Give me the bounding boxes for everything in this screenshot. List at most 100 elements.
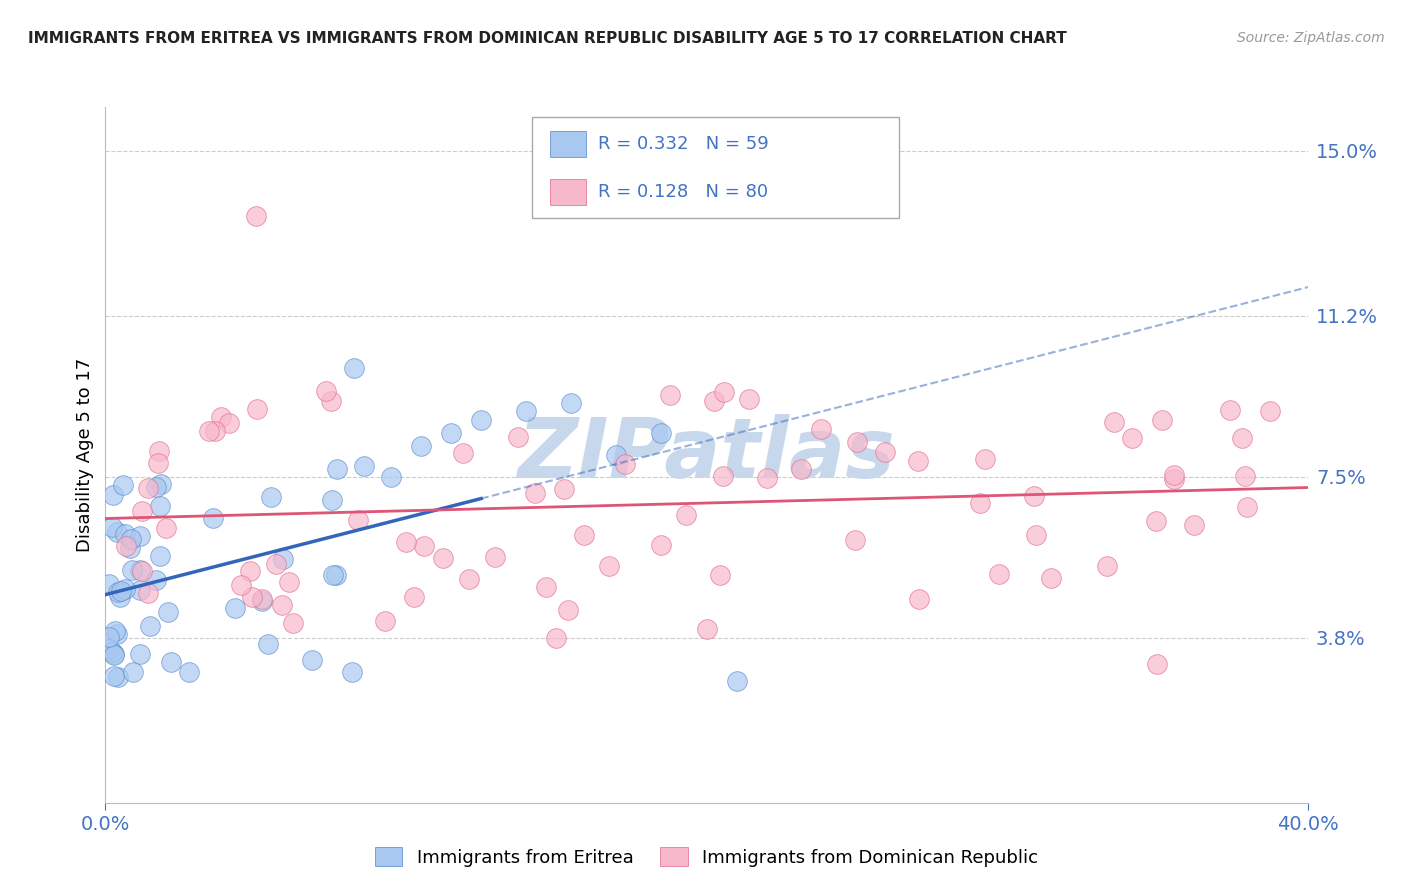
Point [1146,657,1168,671]
Point [128,529,150,543]
Point [250,592,273,607]
Text: ZIPatlas: ZIPatlas [517,415,896,495]
Point [907,454,929,468]
Point [1258,403,1281,417]
Point [148,443,170,458]
Point [572,527,595,541]
Point [105,524,128,539]
Point [546,631,568,645]
Point [319,394,342,409]
Point [156,605,179,619]
Point [101,520,124,534]
Point [278,574,301,589]
Point [155,521,177,535]
Point [271,552,294,566]
Point [257,637,280,651]
Point [613,458,636,472]
Point [790,461,813,475]
Point [270,599,292,613]
Point [650,538,672,552]
Point [138,481,160,495]
Point [218,417,240,431]
Point [756,471,779,485]
Bar [550,131,586,157]
Point [98,642,121,657]
Point [1121,431,1143,445]
Point [224,601,246,615]
Point [738,392,761,407]
Point [380,469,402,483]
FancyBboxPatch shape [533,118,898,219]
Point [451,446,474,460]
Point [534,580,557,594]
Point [1230,431,1253,445]
Point [115,539,138,553]
Point [264,557,287,571]
Point [98,630,121,644]
Point [201,511,224,525]
Point [696,622,718,636]
Point [703,394,725,409]
Point [432,551,454,566]
Point [209,409,232,424]
Point [873,445,896,459]
Bar [550,178,586,205]
Point [374,614,396,628]
Point [560,396,582,410]
Point [409,439,432,453]
Point [121,532,143,546]
Point [101,488,124,502]
Point [160,655,183,669]
Point [114,526,136,541]
Point [114,582,136,596]
Y-axis label: Disability Age 5 to 17: Disability Age 5 to 17 [76,358,94,552]
Point [969,496,991,510]
Point [709,568,731,582]
Point [100,645,122,659]
Point [138,586,160,600]
Point [110,584,132,599]
Point [515,404,537,418]
Point [557,603,579,617]
Text: R = 0.128   N = 80: R = 0.128 N = 80 [599,183,769,201]
Point [725,674,748,689]
Point [404,591,426,605]
Point [107,584,129,599]
Point [145,573,167,587]
Point [197,425,219,439]
Point [149,549,172,564]
Point [177,665,200,680]
Point [122,665,145,679]
Point [129,648,152,662]
Text: R = 0.332   N = 59: R = 0.332 N = 59 [599,135,769,153]
Point [138,619,160,633]
Point [484,549,506,564]
Point [598,559,620,574]
Point [105,626,128,640]
Point [810,422,832,436]
Point [103,669,125,683]
Point [103,648,125,662]
Point [240,591,263,605]
Point [322,567,344,582]
Point [988,567,1011,582]
Legend: Immigrants from Eritrea, Immigrants from Dominican Republic: Immigrants from Eritrea, Immigrants from… [368,840,1045,874]
Point [104,624,127,638]
Point [149,500,172,514]
Point [711,469,734,483]
Point [659,388,682,402]
Point [108,591,131,605]
Point [149,476,172,491]
Point [229,578,252,592]
Point [1150,412,1173,426]
Point [650,426,672,441]
Point [1025,528,1047,542]
Point [1024,489,1046,503]
Point [146,456,169,470]
Point [470,413,492,427]
Point [353,458,375,473]
Point [1163,472,1185,486]
Point [412,539,434,553]
Point [1144,514,1167,528]
Point [458,572,481,586]
